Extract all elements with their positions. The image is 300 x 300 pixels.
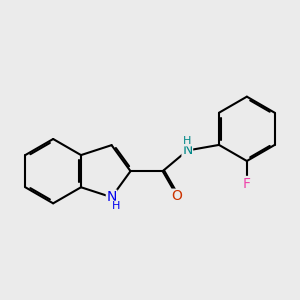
Text: F: F [243, 176, 251, 190]
Text: O: O [172, 189, 183, 203]
Text: H: H [112, 201, 121, 211]
Text: N: N [106, 190, 117, 204]
Text: H: H [183, 136, 191, 146]
Text: N: N [182, 143, 193, 158]
